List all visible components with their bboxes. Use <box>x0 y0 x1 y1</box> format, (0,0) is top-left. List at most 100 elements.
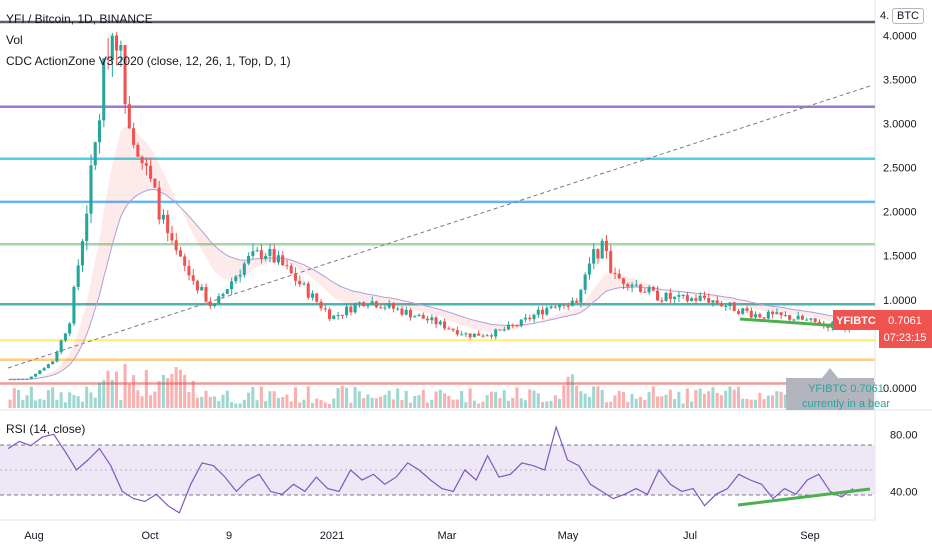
candle-body <box>93 142 97 166</box>
volume-bar <box>293 387 297 408</box>
candle-body <box>464 333 468 335</box>
volume-bar <box>132 374 136 408</box>
volume-bar <box>771 395 775 408</box>
unit-button[interactable]: BTC <box>892 8 924 24</box>
volume-bar <box>302 399 306 408</box>
volume-bar <box>357 391 361 408</box>
candle-body <box>310 293 315 298</box>
volume-bar <box>161 374 165 408</box>
x-tick-label: 9 <box>226 530 232 542</box>
candle-body <box>349 306 353 313</box>
candle-body <box>613 272 617 274</box>
volume-bar <box>362 398 366 408</box>
volume-bar <box>68 392 72 408</box>
volume-bar <box>195 397 199 408</box>
volume-bar <box>110 379 114 408</box>
candle-body <box>736 311 741 314</box>
candle-body <box>596 249 600 259</box>
y-tick-label: 3.5000 <box>883 74 917 86</box>
volume-bar <box>349 402 353 408</box>
candle-body <box>217 296 221 304</box>
horizontal-levels <box>0 20 875 385</box>
candle-body <box>609 251 613 273</box>
candle-body <box>532 314 536 320</box>
volume-bar <box>626 401 630 408</box>
candle-body <box>494 329 498 337</box>
rsi-legend[interactable]: RSI (14, close) <box>6 422 86 436</box>
volume-bar <box>536 393 540 408</box>
volume-bar <box>749 399 753 408</box>
candle-body <box>293 273 297 281</box>
candle-body <box>59 340 63 353</box>
candle-body <box>21 378 25 380</box>
candle-body <box>29 376 33 379</box>
candle-body <box>404 309 408 315</box>
candle-body <box>707 298 711 303</box>
rsi-tick-label: 80.00 <box>890 429 918 441</box>
candle-body <box>558 304 562 308</box>
candle-body <box>651 287 655 291</box>
volume-bar <box>477 403 481 408</box>
volume-bar <box>404 390 408 408</box>
candle-body <box>796 315 800 320</box>
candle-body <box>741 308 745 314</box>
volume-bar <box>136 390 140 408</box>
volume-bar <box>451 399 455 408</box>
volume-bar <box>225 390 229 408</box>
dashed-trendline <box>7 84 874 369</box>
volume-bar <box>673 399 677 408</box>
candle-body <box>711 300 715 303</box>
volume-bar <box>8 399 12 408</box>
candle-body <box>123 45 127 105</box>
volume-bar <box>191 380 195 408</box>
candle-body <box>63 333 67 341</box>
candle-body <box>204 287 208 302</box>
volume-bar <box>621 391 625 408</box>
volume-bar <box>604 402 608 408</box>
candle-body <box>771 311 775 315</box>
volume-bar <box>76 396 80 408</box>
candle-body <box>536 309 540 315</box>
candle-body <box>38 370 42 374</box>
volume-bar <box>383 394 387 408</box>
volume-bar <box>353 386 357 408</box>
candle-body <box>272 248 276 263</box>
indicator-legend[interactable]: CDC ActionZone V3 2020 (close, 12, 26, 1… <box>6 54 291 68</box>
volume-bar <box>174 367 178 408</box>
symbol-title[interactable]: YFI / Bitcoin, 1D, BINANCE <box>6 12 153 26</box>
volume-bar <box>715 392 719 408</box>
volume-bar <box>702 393 706 408</box>
volume-bar <box>230 402 234 408</box>
candle-body <box>76 265 80 287</box>
volume-legend[interactable]: Vol <box>6 33 23 47</box>
volume-bar <box>643 399 647 408</box>
volume-bar <box>575 385 579 408</box>
volume-bar <box>732 389 736 408</box>
volume-bar <box>46 390 50 408</box>
candle-body <box>357 302 361 305</box>
candle-body <box>519 319 523 326</box>
candle-body <box>626 283 630 287</box>
volume-bar <box>183 374 187 408</box>
ema-fast-line <box>10 188 858 380</box>
volume-bar <box>379 396 383 408</box>
volume-bar <box>545 401 549 408</box>
volume-bar <box>323 402 327 408</box>
volume-bar <box>127 384 131 408</box>
candle-body <box>255 250 259 252</box>
volume-bar <box>455 399 459 408</box>
volume-bar <box>259 386 263 408</box>
volume-bar <box>417 395 421 408</box>
candle-body <box>102 58 106 121</box>
candle-body <box>12 379 16 381</box>
candle-body <box>328 309 332 320</box>
candle-body <box>55 352 59 362</box>
candle-body <box>417 314 421 317</box>
x-tick-label: Jul <box>683 530 697 542</box>
volume-bar <box>272 391 276 408</box>
volume-bar <box>515 387 519 408</box>
volume-bar <box>656 396 660 408</box>
volume-bar <box>157 381 161 408</box>
candle-body <box>336 314 340 316</box>
